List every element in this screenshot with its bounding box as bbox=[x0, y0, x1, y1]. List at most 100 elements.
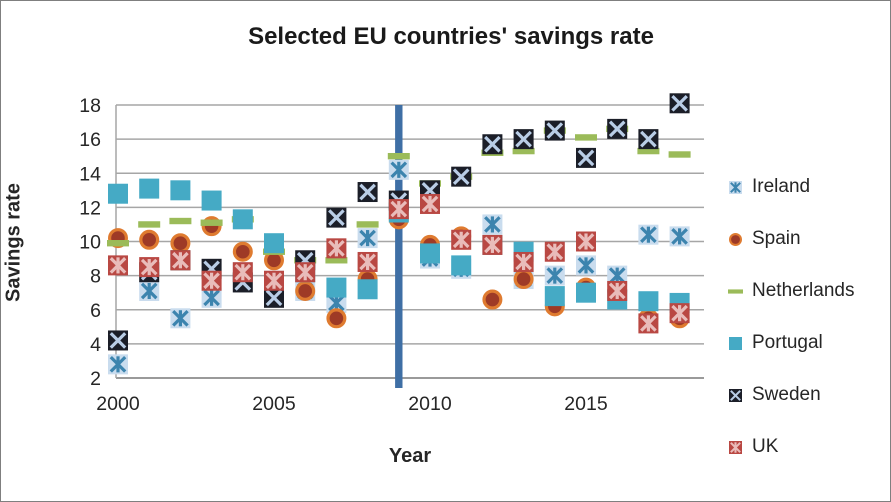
y-tick-label: 10 bbox=[79, 232, 101, 254]
x-tick-label: 2015 bbox=[564, 393, 608, 415]
marker-netherlands-2002 bbox=[169, 217, 192, 225]
y-tick-label: 8 bbox=[90, 266, 101, 288]
marker-portugal-2007 bbox=[326, 277, 347, 298]
legend-label-netherlands: Netherlands bbox=[752, 280, 855, 301]
marker-uk-2006 bbox=[295, 262, 316, 283]
legend-label-ireland: Ireland bbox=[752, 176, 811, 197]
marker-portugal-2004 bbox=[232, 209, 253, 230]
marker-ireland-2014 bbox=[544, 265, 565, 286]
marker-netherlands-2018 bbox=[668, 151, 691, 158]
marker-netherlands-2015 bbox=[575, 134, 597, 141]
marker-sweden-2015 bbox=[576, 147, 596, 168]
marker-ireland-2015 bbox=[576, 255, 596, 276]
legend-item-ireland: Ireland bbox=[728, 176, 811, 197]
sweden-marker-icon bbox=[728, 388, 743, 403]
marker-spain-2004 bbox=[232, 241, 253, 262]
marker-sweden-2011 bbox=[451, 166, 472, 187]
marker-netherlands-2009 bbox=[387, 152, 410, 160]
x-axis-title: Year bbox=[388, 445, 432, 467]
marker-netherlands-2000 bbox=[107, 240, 129, 247]
marker-uk-2000 bbox=[108, 255, 128, 276]
event-line-2009 bbox=[395, 105, 403, 388]
marker-portugal-2010 bbox=[420, 243, 440, 264]
marker-uk-2007 bbox=[326, 238, 347, 259]
marker-netherlands-2007 bbox=[325, 257, 348, 264]
marker-uk-2008 bbox=[357, 251, 378, 272]
legend-item-uk: UK bbox=[728, 436, 779, 457]
marker-ireland-2003 bbox=[201, 287, 222, 308]
marker-ireland-2018 bbox=[669, 226, 690, 247]
marker-uk-2002 bbox=[170, 250, 191, 271]
y-tick-label: 14 bbox=[79, 163, 101, 185]
marker-sweden-2016 bbox=[607, 118, 628, 139]
y-tick-label: 6 bbox=[90, 300, 101, 322]
marker-sweden-2013 bbox=[513, 129, 534, 150]
x-tick-label: 2005 bbox=[252, 393, 296, 415]
y-tick-label: 2 bbox=[90, 368, 101, 390]
marker-uk-2018 bbox=[669, 303, 690, 324]
spain-marker-icon bbox=[728, 232, 743, 247]
legend-label-spain: Spain bbox=[752, 228, 801, 249]
marker-netherlands-2013 bbox=[512, 147, 535, 155]
marker-uk-2010 bbox=[420, 193, 440, 214]
marker-portugal-2003 bbox=[201, 190, 222, 211]
marker-spain-2013 bbox=[513, 269, 534, 290]
x-tick-label: 2000 bbox=[96, 393, 140, 415]
x-tick-label: 2010 bbox=[408, 393, 452, 415]
marker-uk-2013 bbox=[513, 251, 534, 272]
marker-ireland-2001 bbox=[139, 280, 160, 301]
marker-portugal-2011 bbox=[451, 255, 472, 276]
marker-uk-2005 bbox=[264, 270, 284, 291]
marker-sweden-2005 bbox=[264, 287, 284, 308]
legend-item-portugal: Portugal bbox=[728, 332, 823, 353]
legend-item-sweden: Sweden bbox=[728, 384, 821, 405]
netherlands-marker-icon bbox=[728, 284, 743, 299]
marker-uk-2003 bbox=[201, 270, 222, 291]
marker-netherlands-2017 bbox=[637, 147, 660, 155]
marker-portugal-2015 bbox=[576, 282, 596, 303]
marker-ireland-2016 bbox=[607, 265, 628, 286]
marker-sweden-2012 bbox=[482, 134, 503, 155]
marker-ireland-2000 bbox=[108, 354, 128, 375]
marker-ireland-2009 bbox=[388, 159, 409, 180]
legend-label-uk: UK bbox=[752, 436, 779, 457]
y-tick-label: 4 bbox=[90, 334, 101, 356]
marker-netherlands-2001 bbox=[138, 221, 161, 228]
marker-uk-2012 bbox=[482, 234, 503, 255]
legend-label-sweden: Sweden bbox=[752, 384, 821, 405]
chart-title: Selected EU countries' savings rate bbox=[248, 23, 654, 50]
marker-ireland-2002 bbox=[170, 308, 191, 329]
marker-portugal-2002 bbox=[170, 180, 191, 201]
legend-glyph-portugal bbox=[729, 336, 742, 350]
marker-sweden-2018 bbox=[669, 93, 690, 114]
marker-uk-2015 bbox=[576, 231, 596, 252]
marker-portugal-2014 bbox=[544, 286, 565, 307]
marker-uk-2001 bbox=[139, 257, 160, 278]
marker-netherlands-2008 bbox=[356, 221, 379, 228]
marker-portugal-2005 bbox=[264, 233, 284, 254]
marker-uk-2011 bbox=[451, 229, 472, 250]
marker-portugal-2001 bbox=[139, 178, 160, 199]
marker-sweden-2008 bbox=[357, 182, 378, 203]
marker-spain-2012 bbox=[482, 289, 503, 310]
marker-sweden-2000 bbox=[108, 330, 128, 351]
marker-spain-2006 bbox=[295, 280, 316, 301]
marker-ireland-2012 bbox=[482, 214, 503, 235]
legend-glyph-spain bbox=[728, 232, 743, 246]
legend-glyph-sweden bbox=[729, 388, 742, 402]
marker-spain-2001 bbox=[139, 229, 160, 250]
legend-glyph-netherlands bbox=[728, 288, 743, 294]
marker-spain-2002 bbox=[170, 233, 191, 254]
marker-portugal-2000 bbox=[108, 183, 128, 204]
uk-marker-icon bbox=[728, 440, 743, 455]
legend-glyph-ireland bbox=[729, 180, 742, 194]
legend-item-spain: Spain bbox=[728, 228, 801, 249]
marker-sweden-2014 bbox=[544, 120, 565, 141]
marker-portugal-2017 bbox=[638, 291, 659, 312]
marker-uk-2017 bbox=[638, 313, 659, 334]
marker-ireland-2017 bbox=[638, 224, 659, 245]
marker-uk-2016 bbox=[607, 280, 628, 301]
marker-netherlands-2003 bbox=[200, 219, 223, 226]
